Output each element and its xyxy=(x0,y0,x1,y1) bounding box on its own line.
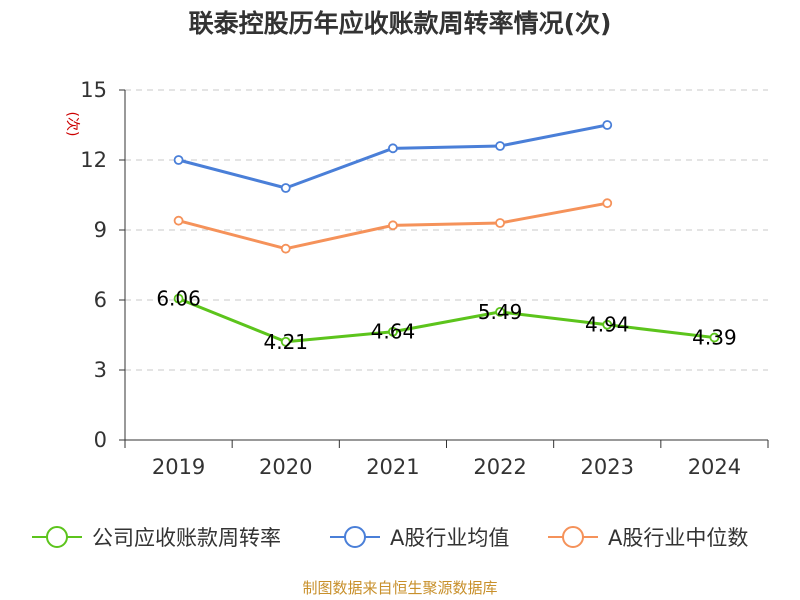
y-tick-label: 12 xyxy=(80,148,107,172)
legend-swatch-marker xyxy=(562,526,584,548)
data-point xyxy=(173,155,184,165)
data-point xyxy=(602,319,613,330)
data-label: 4.39 xyxy=(692,326,737,350)
data-point xyxy=(709,332,720,343)
x-tick-label: 2022 xyxy=(473,455,526,479)
x-tick-label: 2020 xyxy=(259,455,312,479)
data-point xyxy=(388,143,398,154)
x-tick-label: 2024 xyxy=(688,455,741,479)
data-point xyxy=(173,215,184,226)
x-tick-label: 2021 xyxy=(366,455,419,479)
data-label: 6.06 xyxy=(156,287,201,311)
data-point xyxy=(602,198,613,209)
series-line xyxy=(178,123,608,190)
y-tick-label: 0 xyxy=(94,428,107,452)
data-point xyxy=(280,183,291,193)
data-label: 4.64 xyxy=(371,320,416,344)
data-point xyxy=(280,243,291,254)
legend-swatch-marker xyxy=(344,526,366,548)
y-tick-label: 6 xyxy=(94,288,107,312)
chart-title: 联泰控股历年应收账款周转率情况(次) xyxy=(188,9,612,38)
legend-label: A股行业中位数 xyxy=(608,526,748,550)
legend-label: A股行业均值 xyxy=(390,526,509,550)
x-tick-label: 2023 xyxy=(581,455,634,479)
data-point xyxy=(173,293,184,304)
data-point xyxy=(280,336,291,347)
legend-swatch-marker xyxy=(46,526,68,548)
data-source-footer: 制图数据来自恒生聚源数据库 xyxy=(302,579,498,597)
series-line xyxy=(178,297,715,344)
data-point xyxy=(388,220,398,231)
data-label: 4.94 xyxy=(585,313,630,337)
data-point xyxy=(602,120,613,130)
y-tick-label: 9 xyxy=(94,218,107,242)
data-label: 4.21 xyxy=(263,330,308,354)
x-tick-label: 2019 xyxy=(152,455,205,479)
y-tick-label: 15 xyxy=(80,78,107,102)
data-point xyxy=(495,218,505,228)
data-point xyxy=(495,141,505,151)
y-tick-label: 3 xyxy=(94,358,107,382)
data-point xyxy=(388,326,398,337)
data-point xyxy=(495,306,505,317)
y-axis-unit-label: (次) xyxy=(64,112,80,137)
data-label: 5.49 xyxy=(478,300,523,324)
legend-label: 公司应收账款周转率 xyxy=(92,526,281,550)
